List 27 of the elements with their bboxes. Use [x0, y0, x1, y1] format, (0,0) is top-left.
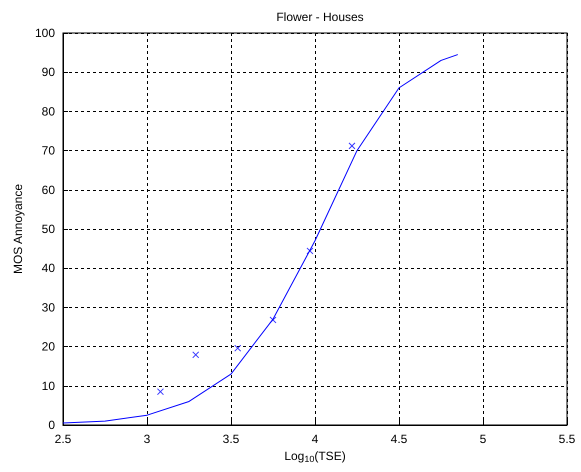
x-tick-label: 3.5 [222, 432, 240, 446]
y-tick-label: 100 [34, 26, 56, 40]
y-tick-label: 50 [42, 222, 56, 236]
y-tick-label: 40 [42, 261, 56, 276]
point [234, 344, 242, 352]
y-tick-label: 70 [42, 144, 56, 158]
y-tick-label: 0 [48, 418, 56, 432]
x-tick-label: 5 [480, 432, 487, 446]
y-tick-label: 60 [42, 182, 56, 197]
y-tick-label: 10 [42, 378, 56, 393]
y-tick-label: 90 [42, 65, 56, 80]
point [348, 142, 356, 150]
x-tick-label: 5.5 [558, 432, 576, 446]
y-axis-title: MOS Annoyance [11, 184, 26, 274]
point [270, 316, 276, 324]
line-series [62, 54, 458, 424]
x-tick-label: 4 [312, 432, 319, 446]
point [156, 388, 164, 396]
point [306, 247, 314, 254]
chart-title: Flower - Houses [276, 10, 364, 24]
x-tick-label: 4.5 [390, 432, 408, 446]
y-tick-label: 20 [42, 340, 56, 354]
point [192, 351, 200, 358]
y-tick-label: 80 [42, 104, 56, 118]
y-tick-label: 30 [42, 300, 56, 314]
x-tick-label: 2.5 [54, 432, 72, 446]
x-tick-label: 3 [144, 432, 151, 446]
